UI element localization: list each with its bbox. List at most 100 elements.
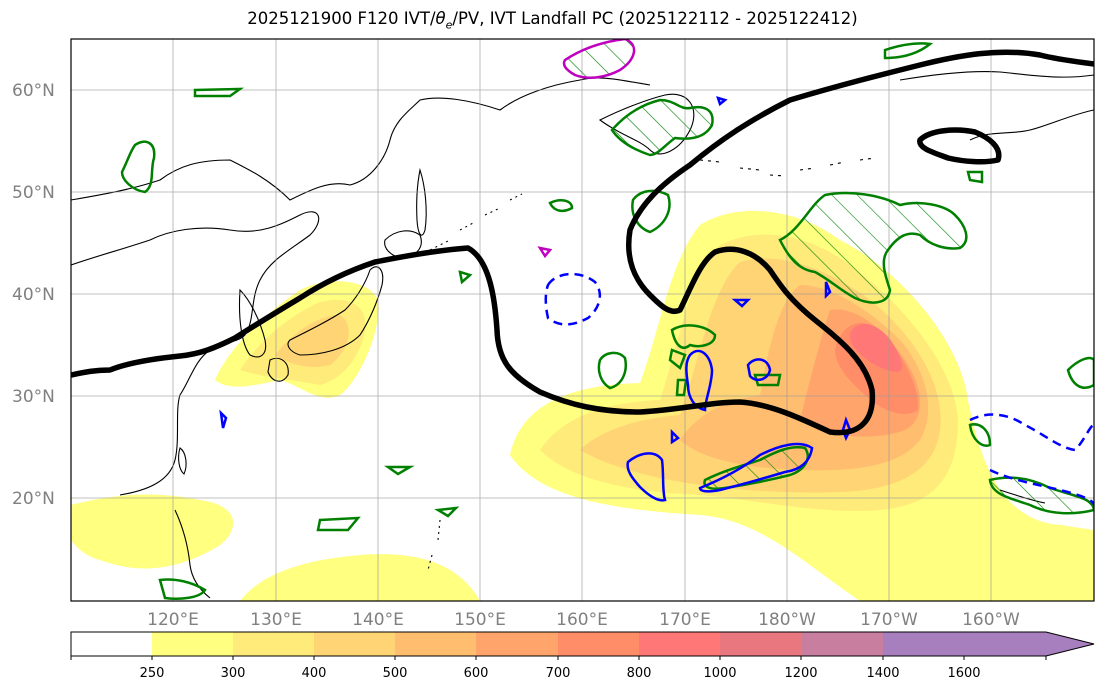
- colorbar-seg-2: [233, 632, 314, 656]
- theta-contour-11: [458, 270, 473, 285]
- theta-contour-3: [670, 324, 717, 349]
- colorbar-tick-1600: 1600: [947, 666, 980, 681]
- lon-label-180w: 180°W: [758, 610, 816, 630]
- coast-asia-north: [71, 77, 651, 201]
- magenta-contours: [537, 39, 636, 259]
- colorbar-tick-marks: [70, 656, 1047, 660]
- theta-contour-17: [668, 348, 687, 371]
- coast-korea-china: [71, 211, 320, 496]
- gridlines: [71, 39, 1094, 601]
- theta-contour-4: [753, 373, 782, 387]
- lat-label-60: 60°N: [12, 81, 55, 101]
- lon-label-140e: 140°E: [352, 610, 404, 630]
- colorbar-tick-300: 300: [221, 666, 246, 681]
- coast-alaska: [899, 71, 1094, 141]
- ivt-250-band-south: [240, 554, 480, 601]
- colorbar-tick-600: 600: [464, 666, 489, 681]
- coastlines: [71, 71, 1094, 599]
- theta-contour-6: [193, 87, 245, 98]
- aleutian-chain: [699, 157, 876, 177]
- lat-label-20: 20°N: [12, 489, 55, 509]
- theta-contour-15: [158, 578, 207, 600]
- colorbar-tick-700: 700: [546, 666, 571, 681]
- lon-label-170e: 170°E: [659, 610, 711, 630]
- lon-label-130e: 130°E: [250, 610, 302, 630]
- coast-philippines: [174, 509, 211, 599]
- theta-contour-7: [316, 516, 361, 532]
- theta-contour-kamchatka-hatched: [610, 98, 714, 157]
- coast-japan-kyushu: [267, 357, 289, 382]
- blue-contour-8: [841, 416, 852, 442]
- theta-contour-18: [675, 378, 688, 397]
- theta-contour-5: [120, 140, 156, 194]
- pv-contours: [71, 49, 1094, 436]
- theta-contour-8: [548, 199, 574, 213]
- title-prefix: 2025121900 F120 IVT/: [247, 9, 436, 28]
- ivt-400-band-japan: [275, 315, 349, 367]
- ivt-shading: [71, 210, 1094, 601]
- pv-contour-alaska-loop: [917, 127, 1002, 165]
- lat-labels: 60°N 50°N 40°N 30°N 20°N: [12, 81, 55, 509]
- theta-contour-10: [434, 506, 460, 518]
- colorbar-tick-250: 250: [140, 666, 165, 681]
- title-theta-sub: e: [445, 18, 453, 32]
- colorbar-seg-5: [476, 632, 558, 656]
- lon-label-150e: 150°E: [454, 610, 506, 630]
- colorbar-tick-800: 800: [627, 666, 652, 681]
- coast-japan-honshu: [287, 266, 384, 356]
- colorbar-seg-8: [720, 632, 801, 656]
- magenta-contour-north: [562, 39, 636, 79]
- colorbar-seg-11: [964, 632, 1094, 656]
- colorbar-seg-0: [71, 632, 152, 656]
- theta-contour-2: [597, 351, 627, 390]
- coast-korea-peninsula: [238, 288, 267, 358]
- theta-contour-16: [966, 170, 984, 184]
- blue-contour-3: [698, 442, 814, 493]
- kuril-chain: [429, 193, 523, 251]
- blue-contour-5: [670, 428, 680, 445]
- lat-label-30: 30°N: [12, 387, 55, 407]
- izu-chain: [427, 519, 441, 571]
- pv-contour-main: [71, 49, 1094, 436]
- theta-contour-9: [384, 465, 415, 476]
- ivt-250-band-se: [920, 525, 1094, 601]
- blue-dashed-contour-1: [544, 272, 602, 326]
- colorbar-tick-1000: 1000: [703, 666, 736, 681]
- blue-contour-7: [824, 281, 832, 300]
- colorbar-seg-7: [639, 632, 720, 656]
- coast-sakhalin: [416, 167, 427, 236]
- blue-contour-6: [731, 298, 752, 308]
- colorbar-tick-400: 400: [302, 666, 327, 681]
- colorbar-seg-10: [883, 632, 964, 656]
- colorbar-tick-1400: 1400: [866, 666, 899, 681]
- lon-labels: 120°E 130°E 140°E 150°E 160°E 170°E 180°…: [147, 610, 1020, 630]
- theta-contour-aleutian-hatched: [778, 191, 968, 304]
- blue-dashed-contour-2: [969, 413, 1094, 506]
- figure-title: 2025121900 F120 IVT/θe/PV, IVT Landfall …: [0, 9, 1105, 31]
- colorbar-seg-1: [152, 632, 233, 656]
- colorbar-tick-1200: 1200: [784, 666, 817, 681]
- lon-label-160e: 160°E: [556, 610, 608, 630]
- lon-label-120e: 120°E: [147, 610, 199, 630]
- theta-e-contours: [120, 42, 1094, 600]
- blue-contour-10: [716, 96, 728, 107]
- lon-label-170w: 170°W: [860, 610, 918, 630]
- colorbar-seg-9: [801, 632, 883, 656]
- colorbar-tick-500: 500: [383, 666, 408, 681]
- blue-contour-1: [685, 349, 714, 412]
- lat-label-40: 40°N: [12, 285, 55, 305]
- blue-contours: [219, 96, 1094, 506]
- lon-label-160w: 160°W: [962, 610, 1020, 630]
- colorbar-seg-6: [558, 632, 639, 656]
- blue-contour-9: [219, 409, 228, 429]
- coast-taiwan: [178, 447, 187, 475]
- colorbar-seg-4: [395, 632, 476, 656]
- theta-contour-12: [1066, 356, 1094, 389]
- magenta-contour-small: [537, 246, 553, 259]
- colorbar-outline: [70, 631, 1095, 657]
- colorbar: 250 300 400 500 600 700 800 1000 1200 14…: [70, 631, 1095, 681]
- coast-japan-hokkaido: [384, 230, 422, 259]
- blue-contour-2: [626, 452, 667, 502]
- theta-contour-13: [968, 423, 992, 447]
